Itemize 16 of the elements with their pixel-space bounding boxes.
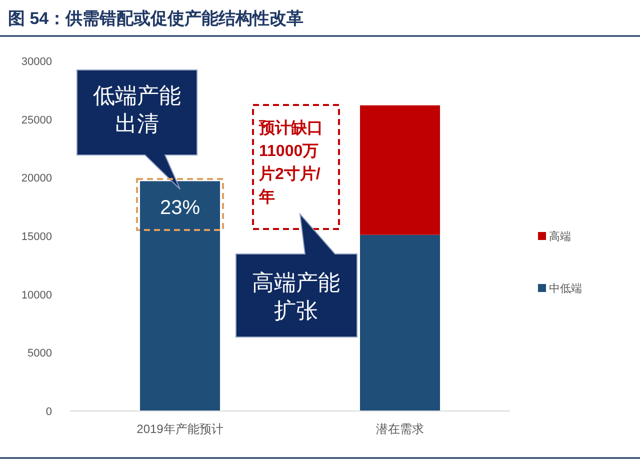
y-tick-label: 0	[46, 406, 52, 418]
annotation: 23%	[160, 197, 200, 219]
y-tick-label: 5000	[28, 348, 52, 360]
annotation: 低端产能出清	[93, 83, 181, 136]
x-tick-label: 2019年产能预计	[136, 422, 224, 436]
annotation: 高端产能扩张	[252, 270, 340, 323]
y-tick-label: 30000	[21, 56, 52, 68]
annotation: 预计缺口11000万片2寸片/年	[258, 119, 323, 206]
y-tick-label: 10000	[21, 289, 52, 302]
legend-label: 中低端	[549, 282, 582, 295]
y-tick-label: 15000	[21, 231, 52, 243]
chart-title: 图 54：供需错配或促使产能结构性改革	[8, 9, 304, 28]
legend-label: 高端	[549, 230, 571, 243]
x-tick-label: 潜在需求	[376, 422, 424, 436]
y-tick-label: 25000	[21, 114, 52, 126]
y-tick-label: 20000	[21, 172, 52, 185]
